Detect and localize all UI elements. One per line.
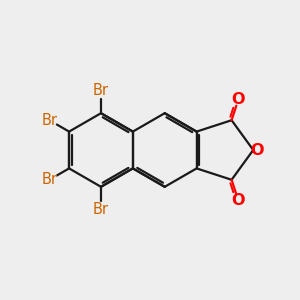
Text: Br: Br — [42, 172, 58, 187]
Text: O: O — [232, 92, 245, 107]
Text: Br: Br — [93, 83, 109, 98]
Text: Br: Br — [42, 113, 58, 128]
Text: O: O — [232, 193, 245, 208]
Text: O: O — [250, 142, 263, 158]
Text: Br: Br — [93, 202, 109, 217]
